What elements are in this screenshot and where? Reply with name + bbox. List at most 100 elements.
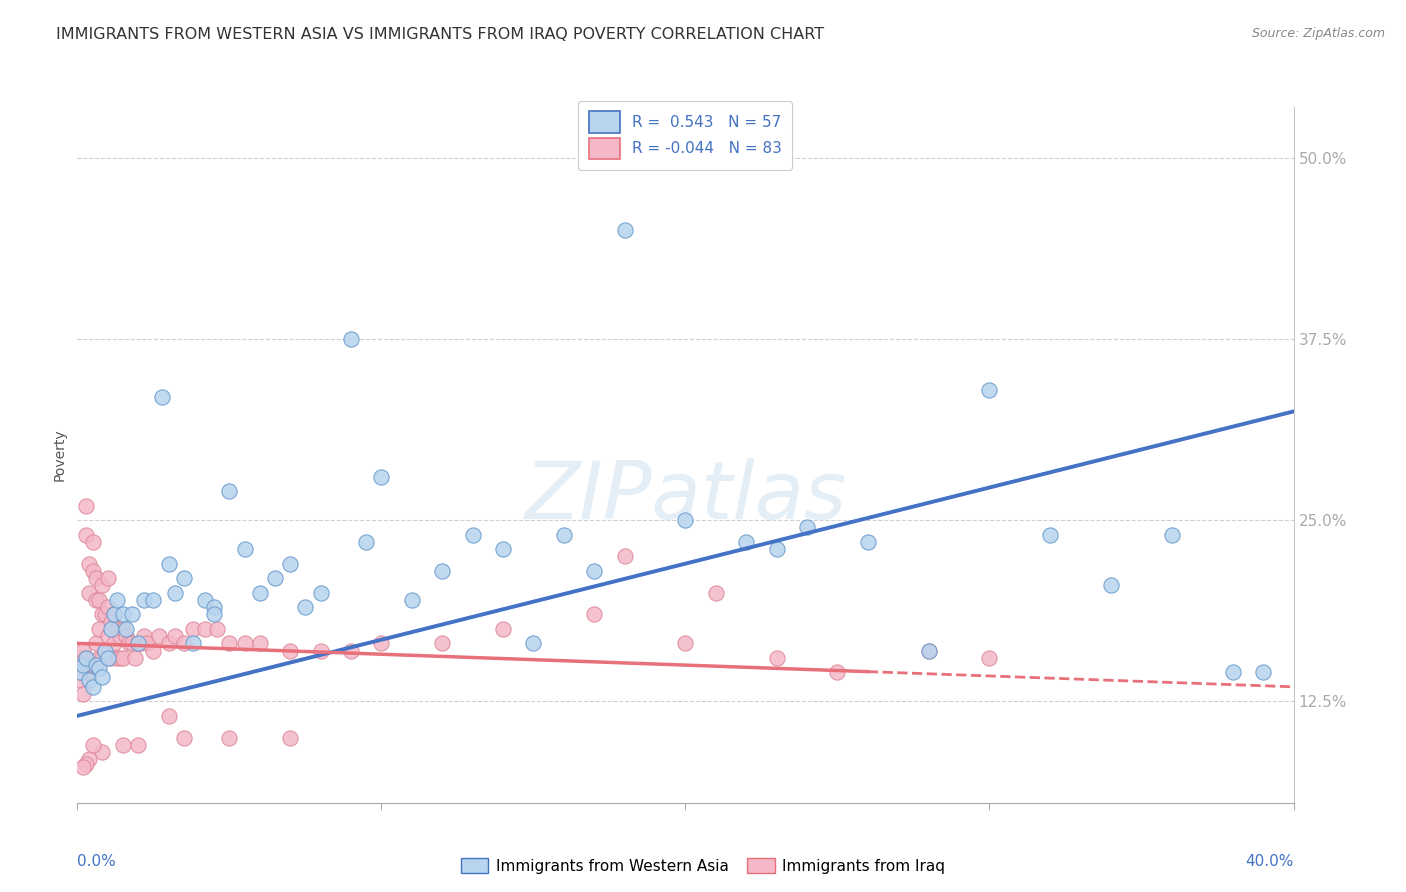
Point: [142, 592, 165, 607]
Point: [82, 564, 104, 578]
Point: [1099, 578, 1122, 592]
Point: [82, 535, 104, 549]
Point: [82, 738, 104, 752]
Point: [84, 658, 107, 673]
Point: [93, 643, 115, 657]
Point: [157, 557, 180, 571]
Point: [100, 622, 122, 636]
Legend: R =  0.543   N = 57, R = -0.044   N = 83: R = 0.543 N = 57, R = -0.044 N = 83: [578, 101, 793, 170]
Text: 0.0%: 0.0%: [77, 854, 117, 869]
Point: [90, 670, 112, 684]
Point: [103, 607, 125, 622]
Point: [218, 484, 240, 499]
Point: [401, 592, 423, 607]
Point: [430, 636, 453, 650]
Point: [856, 535, 879, 549]
Point: [90, 651, 112, 665]
Point: [553, 527, 575, 541]
Point: [173, 731, 195, 745]
Point: [340, 332, 363, 346]
Point: [82, 658, 104, 673]
Point: [105, 592, 128, 607]
Point: [249, 585, 271, 599]
Point: [127, 636, 149, 650]
Point: [264, 571, 287, 585]
Point: [181, 636, 204, 650]
Point: [69, 665, 91, 680]
Point: [522, 636, 544, 650]
Point: [72, 643, 94, 657]
Point: [202, 607, 225, 622]
Point: [827, 665, 849, 680]
Point: [765, 542, 787, 557]
Point: [72, 658, 94, 673]
Point: [103, 607, 125, 622]
Point: [1161, 527, 1184, 541]
Point: [111, 607, 134, 622]
Point: [93, 643, 115, 657]
Point: [704, 585, 727, 599]
Point: [194, 622, 217, 636]
Point: [79, 557, 101, 571]
Point: [79, 673, 101, 687]
Point: [294, 600, 316, 615]
Point: [134, 592, 156, 607]
Point: [430, 564, 453, 578]
Point: [100, 651, 122, 665]
Point: [97, 600, 120, 615]
Point: [233, 636, 256, 650]
Point: [127, 738, 149, 752]
Point: [115, 622, 138, 636]
Point: [75, 499, 97, 513]
Point: [918, 643, 941, 657]
Point: [163, 585, 186, 599]
Point: [157, 708, 180, 723]
Point: [115, 629, 138, 643]
Point: [148, 629, 170, 643]
Point: [194, 592, 217, 607]
Point: [796, 520, 818, 534]
Point: [735, 535, 758, 549]
Point: [173, 571, 195, 585]
Point: [82, 680, 104, 694]
Point: [142, 643, 165, 657]
Point: [613, 223, 636, 237]
Text: 40.0%: 40.0%: [1246, 854, 1294, 869]
Point: [309, 585, 332, 599]
Point: [108, 629, 131, 643]
Point: [103, 636, 125, 650]
Point: [492, 542, 515, 557]
Point: [84, 571, 107, 585]
Point: [97, 571, 120, 585]
Point: [100, 615, 122, 629]
Point: [370, 469, 392, 483]
Point: [105, 622, 128, 636]
Text: ZIPatlas: ZIPatlas: [524, 458, 846, 536]
Point: [163, 629, 186, 643]
Point: [979, 383, 1001, 397]
Point: [173, 636, 195, 650]
Point: [218, 731, 240, 745]
Point: [84, 592, 107, 607]
Point: [218, 636, 240, 650]
Point: [152, 390, 174, 404]
Point: [90, 745, 112, 759]
Point: [79, 752, 101, 766]
Point: [105, 651, 128, 665]
Point: [309, 643, 332, 657]
Point: [370, 636, 392, 650]
Legend: Immigrants from Western Asia, Immigrants from Iraq: Immigrants from Western Asia, Immigrants…: [454, 852, 952, 880]
Point: [340, 643, 363, 657]
Point: [90, 607, 112, 622]
Point: [492, 622, 515, 636]
Point: [72, 658, 94, 673]
Point: [127, 636, 149, 650]
Point: [249, 636, 271, 650]
Point: [69, 651, 91, 665]
Text: IMMIGRANTS FROM WESTERN ASIA VS IMMIGRANTS FROM IRAQ POVERTY CORRELATION CHART: IMMIGRANTS FROM WESTERN ASIA VS IMMIGRAN…: [56, 27, 824, 42]
Point: [97, 651, 120, 665]
Point: [111, 622, 134, 636]
Point: [157, 636, 180, 650]
Point: [75, 527, 97, 541]
Point: [79, 585, 101, 599]
